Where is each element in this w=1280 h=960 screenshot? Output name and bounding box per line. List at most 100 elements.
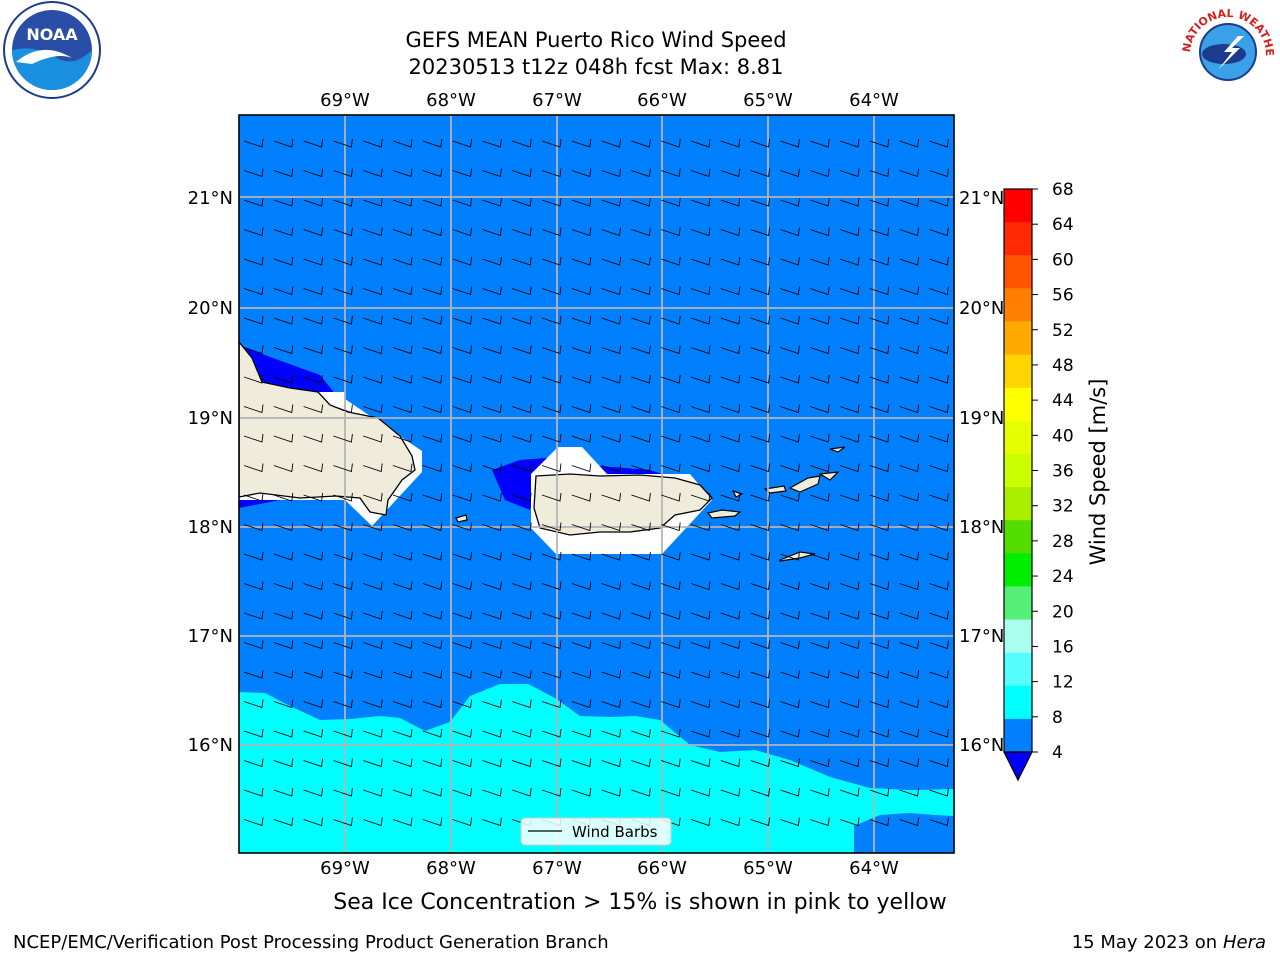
wind-barb <box>690 551 711 561</box>
map-gridlines <box>239 115 954 853</box>
wind-barb <box>631 433 651 443</box>
wind-barb <box>750 492 771 502</box>
wind-barb <box>631 699 651 709</box>
wind-barb <box>780 463 800 473</box>
lat-label-right: 20°N <box>959 298 1004 319</box>
colorbar-segment <box>1004 255 1032 289</box>
colorbar-segment <box>1004 453 1032 488</box>
wind-barb <box>452 610 473 620</box>
wind-barb <box>720 286 741 296</box>
wind-barb <box>929 374 949 384</box>
wind-barb <box>601 256 622 266</box>
colorbar-tick-label: 48 <box>1052 356 1074 376</box>
wind-barb <box>750 256 771 266</box>
wind-barb <box>541 640 562 650</box>
wind-barb <box>303 286 324 296</box>
wind-barb <box>869 138 890 148</box>
wind-barb <box>512 315 532 325</box>
lat-label-right: 17°N <box>959 626 1004 647</box>
wind-barb <box>303 581 324 591</box>
lat-label-right: 18°N <box>959 517 1004 538</box>
wind-barb <box>899 374 920 384</box>
wind-barb <box>601 315 622 325</box>
colorbar-label: Wind Speed [m/s] <box>1086 379 1110 566</box>
wind-barb <box>333 433 353 443</box>
wind-barb <box>512 640 532 650</box>
wind-barb <box>541 758 562 768</box>
wind-barb <box>571 463 592 473</box>
footer-host: Hera <box>1222 932 1266 953</box>
wind-barb <box>422 699 443 709</box>
wind-barb <box>690 492 711 502</box>
wind-barb <box>899 817 920 827</box>
wind-barb <box>571 315 592 325</box>
wind-barb <box>422 610 443 620</box>
wind-barb <box>601 345 622 355</box>
wind-barb <box>631 640 651 650</box>
wind-barb <box>839 669 860 679</box>
wind-barb <box>273 138 294 148</box>
wind-barb <box>601 728 622 738</box>
lon-label-bottom: 66°W <box>637 858 687 879</box>
wind-barb <box>482 610 502 620</box>
wind-barb <box>303 669 324 679</box>
wind-barb <box>869 168 890 178</box>
wind-barb <box>333 669 353 679</box>
wind-barb <box>392 758 413 768</box>
wind-barb <box>243 197 264 207</box>
wind-barb <box>303 463 324 473</box>
colorbar-segment <box>1004 718 1032 753</box>
wind-barb <box>929 581 949 591</box>
colorbar-tick-label: 68 <box>1052 180 1074 200</box>
wind-barb <box>601 433 622 443</box>
wind-barb <box>392 551 413 561</box>
wind-barb <box>303 640 324 650</box>
wind-barb <box>243 758 264 768</box>
wind-barb <box>720 463 741 473</box>
wind-barb <box>601 522 622 532</box>
wind-barb <box>661 492 681 502</box>
wind-barb <box>839 640 860 650</box>
wind-barb <box>273 640 294 650</box>
wind-barb <box>899 404 920 414</box>
wind-barb <box>452 286 473 296</box>
wind-barb <box>273 315 294 325</box>
wind-barb <box>810 522 830 532</box>
legend-label: Wind Barbs <box>572 823 658 841</box>
wind-barb <box>392 286 413 296</box>
chart-title: GEFS MEAN Puerto Rico Wind Speed <box>405 28 787 52</box>
wind-barb <box>422 551 443 561</box>
wind-barb <box>810 728 830 738</box>
wind-barb <box>780 404 800 414</box>
wind-barb <box>810 404 830 414</box>
wind-barb <box>631 522 651 532</box>
wind-barb <box>452 138 473 148</box>
wind-barb <box>839 197 860 207</box>
wind-barb <box>869 492 890 502</box>
wind-barb <box>452 787 473 797</box>
wind-barb <box>869 817 890 827</box>
wind-barb <box>690 640 711 650</box>
wind-barb <box>541 492 562 502</box>
wind-barb <box>839 374 860 384</box>
footer-credit: NCEP/EMC/Verification Post Processing Pr… <box>13 932 609 953</box>
wind-barb <box>482 345 502 355</box>
wind-barb <box>571 581 592 591</box>
wind-barb <box>929 256 949 266</box>
wind-barb <box>482 374 502 384</box>
wind-barb <box>839 256 860 266</box>
wind-barb <box>720 669 741 679</box>
wind-barb <box>839 286 860 296</box>
wind-barb <box>541 610 562 620</box>
wind-barb <box>631 787 651 797</box>
wind-barb <box>839 817 860 827</box>
wind-barb <box>512 669 532 679</box>
wind-barb <box>810 433 830 443</box>
wind-barb <box>929 433 949 443</box>
wind-barb <box>243 463 264 473</box>
wind-barb <box>363 492 383 502</box>
wind-barb <box>482 286 502 296</box>
wind-barb <box>243 640 264 650</box>
lon-label-top: 65°W <box>743 90 793 111</box>
wind-barb <box>303 227 324 237</box>
